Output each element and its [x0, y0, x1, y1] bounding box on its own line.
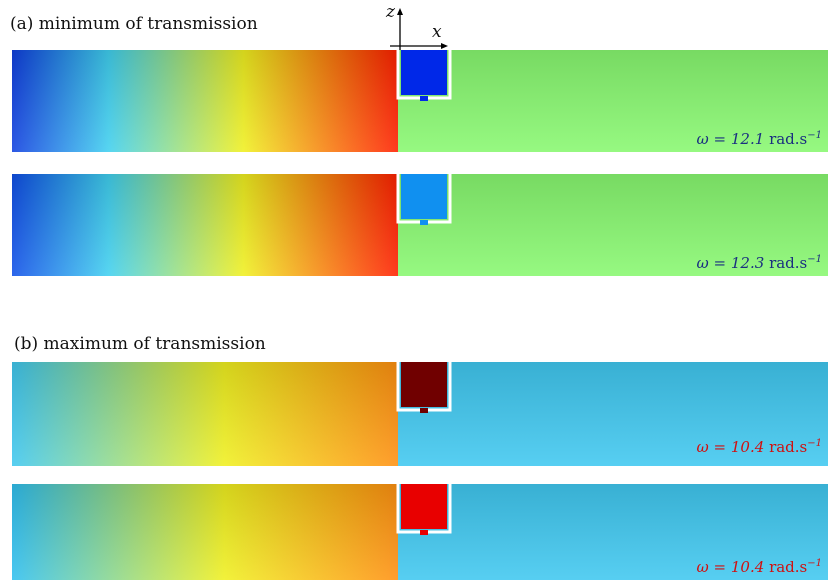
cavity-neck — [420, 96, 428, 101]
omega-label-2: ω = 12.3 rad.s−1 — [696, 254, 822, 272]
axes-arrows-icon — [390, 8, 448, 54]
cavity-wall — [396, 174, 452, 224]
section-a-caption: (a) minimum of transmission — [10, 14, 258, 34]
omega-label-1: ω = 12.1 rad.s−1 — [696, 130, 822, 148]
resonator-cavity — [401, 174, 447, 219]
field-plot-1 — [12, 50, 828, 152]
field-plot-4 — [12, 484, 828, 580]
omega-label-3: ω = 10.4 rad.s−1 — [696, 438, 822, 456]
section-b-caption: (b) maximum of transmission — [14, 334, 266, 354]
resonator-cavity — [401, 50, 447, 95]
resonator-cavity — [401, 484, 447, 529]
cavity-wall — [396, 50, 452, 100]
cavity-wall — [396, 362, 452, 412]
cavity-neck — [420, 530, 428, 535]
field-panel-3: ω = 10.4 rad.s−1 — [12, 362, 828, 466]
cavity-neck — [420, 220, 428, 225]
z-axis-label: z — [386, 2, 395, 22]
field-plot-3 — [12, 362, 828, 466]
field-panel-1: ω = 12.1 rad.s−1 — [12, 50, 828, 152]
field-plot-2 — [12, 174, 828, 276]
cavity-neck — [420, 408, 428, 413]
coordinate-axes: z x — [380, 2, 460, 62]
field-panel-2: ω = 12.3 rad.s−1 — [12, 174, 828, 276]
cavity-wall — [396, 484, 452, 534]
field-panel-4: ω = 10.4 rad.s−1 — [12, 484, 828, 580]
omega-label-4: ω = 10.4 rad.s−1 — [696, 558, 822, 576]
x-axis-label: x — [432, 22, 442, 42]
resonator-cavity — [401, 362, 447, 407]
